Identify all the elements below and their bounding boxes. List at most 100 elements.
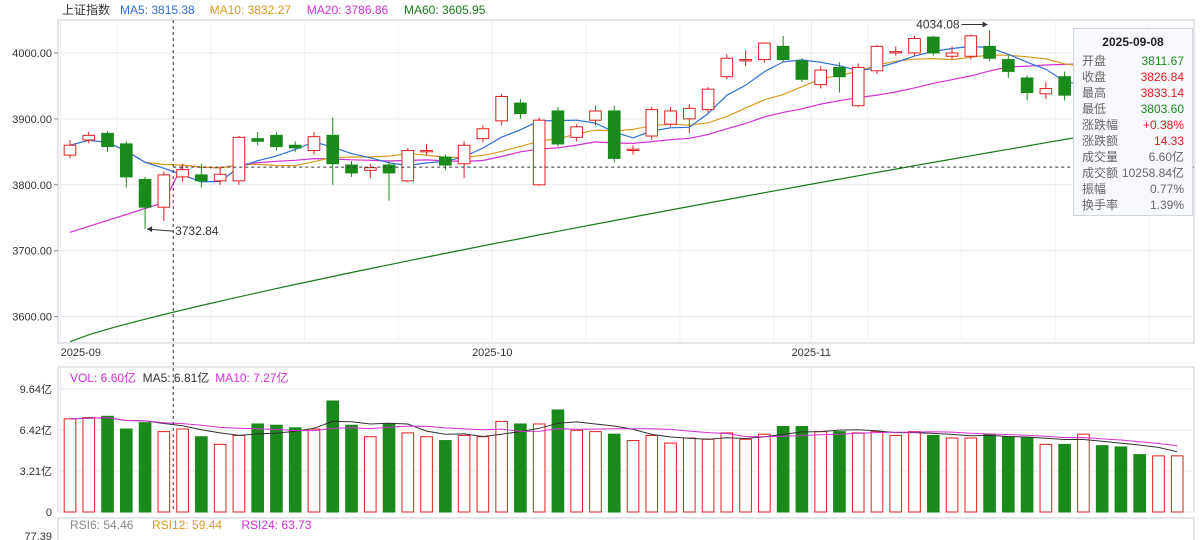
candle-body <box>926 36 940 54</box>
volume-bar <box>701 438 715 513</box>
candle-body <box>739 59 752 62</box>
low-label: 3732.84 <box>175 224 219 238</box>
volume-tick-label: 3.21亿 <box>20 465 52 478</box>
candle-body <box>532 119 546 186</box>
info-value: 1.39% <box>1149 198 1184 212</box>
candle-body <box>514 102 527 115</box>
volume-bar <box>758 433 771 513</box>
volume-bar <box>739 438 752 513</box>
legend-headers: 上证指数 MA5: 3815.38 MA10: 3832.27 MA20: 3786.… <box>62 2 486 532</box>
volume-bar <box>607 433 621 513</box>
ma-legend-item: MA10: 3832.27 <box>210 3 292 17</box>
candle-body <box>363 167 377 171</box>
rsi-legend-item: RSI6: 54.46 <box>70 518 134 532</box>
volume-bar <box>82 417 96 513</box>
volume-bar <box>119 428 133 513</box>
date-tick-label: 2025-11 <box>792 347 832 359</box>
ohlc-info-panel: 2025-09-08 开盘 3811.67 收盘 3826.84 最高 3833.14 最低… <box>1073 28 1193 216</box>
volume-bars <box>63 400 1184 513</box>
info-row: 换手率 1.39% <box>1074 197 1192 213</box>
volume-bar <box>889 434 903 513</box>
candle-body <box>851 66 865 107</box>
volume-bar <box>476 436 490 513</box>
candle-body <box>119 143 133 178</box>
info-key: 涨跌额 <box>1082 134 1119 148</box>
volume-bar <box>213 443 227 513</box>
candle-body <box>157 174 171 208</box>
info-row: 成交额 10258.84亿 <box>1074 165 1192 181</box>
rsi-panel-frame <box>57 517 1195 540</box>
volume-bar <box>495 420 508 513</box>
candle-body <box>82 134 96 141</box>
candle-body <box>814 69 827 86</box>
volume-bar <box>1020 437 1034 513</box>
volume-bar <box>514 423 527 513</box>
date-tick-label: 2025-09 <box>61 347 101 359</box>
volume-legend-item: VOL: 6.60亿 <box>70 370 136 385</box>
volume-tick-label: 6.42亿 <box>20 424 52 437</box>
info-value: 3803.60 <box>1140 102 1184 116</box>
candle-body <box>795 60 809 80</box>
volume-bar <box>945 437 959 513</box>
high-arrow-head <box>982 21 988 28</box>
volume-bar <box>288 427 302 513</box>
candle-body <box>607 110 621 159</box>
candle-body <box>63 144 77 156</box>
volume-bar <box>814 431 827 513</box>
volume-bar <box>682 437 696 513</box>
info-row: 成交量 6.60亿 <box>1074 149 1192 165</box>
candle-body <box>476 128 490 140</box>
info-value: 6.60亿 <box>1148 150 1184 164</box>
candle-body <box>457 144 471 165</box>
candle-body <box>288 144 302 149</box>
volume-bar <box>420 436 433 513</box>
info-date: 2025-09-08 <box>1102 35 1164 49</box>
volume-bar <box>795 426 809 513</box>
info-key: 成交量 <box>1082 150 1119 164</box>
ma-legend-item: MA20: 3786.86 <box>307 3 389 17</box>
volume-bar <box>964 437 978 513</box>
date-tick-label: 2025-10 <box>472 347 512 359</box>
info-row: 振幅 0.77% <box>1074 181 1192 197</box>
volume-bar <box>157 431 171 513</box>
volume-bar <box>176 428 189 513</box>
ma20-line <box>69 63 1178 233</box>
candle-body <box>1058 76 1071 96</box>
info-key: 最低 <box>1082 102 1107 116</box>
volume-bar <box>1095 445 1109 513</box>
volume-bar <box>645 434 659 513</box>
volume-bar <box>101 415 114 513</box>
volume-bar <box>1002 436 1015 513</box>
info-value: 0.77% <box>1149 182 1184 196</box>
info-key: 最高 <box>1082 86 1107 100</box>
volume-bar <box>626 440 640 513</box>
candle-body <box>420 150 433 153</box>
candle-body <box>307 136 321 152</box>
volume-bar <box>1152 455 1165 513</box>
volume-bar <box>983 433 996 513</box>
volume-bar <box>307 428 321 513</box>
info-key: 成交额 <box>1082 166 1119 180</box>
candle-body <box>589 110 602 121</box>
info-row: 涨跌额 14.33 <box>1074 133 1192 149</box>
high-label: 4034.08 <box>916 17 960 31</box>
price-tick-label: 3700.00 <box>12 246 52 258</box>
candle-body <box>551 110 565 145</box>
price-panel-frame <box>57 19 1195 344</box>
volume-bar <box>851 432 865 513</box>
volume-bar <box>195 436 208 513</box>
volume-bar <box>326 400 340 513</box>
price-tick-label: 3800.00 <box>12 180 52 192</box>
candle-body <box>401 150 415 182</box>
candle-body <box>439 156 452 166</box>
volume-legend-item: MA10: 7.27亿 <box>215 370 288 385</box>
volume-bar <box>1058 443 1071 513</box>
volume-bar <box>1133 454 1147 513</box>
volume-legend-item: MA5: 6.81亿 <box>143 370 210 385</box>
volume-bar <box>908 431 921 513</box>
info-key: 涨跌幅 <box>1082 118 1119 132</box>
volume-ma10-line <box>69 417 1178 447</box>
volume-bar <box>833 431 846 513</box>
candle-body <box>176 169 189 178</box>
